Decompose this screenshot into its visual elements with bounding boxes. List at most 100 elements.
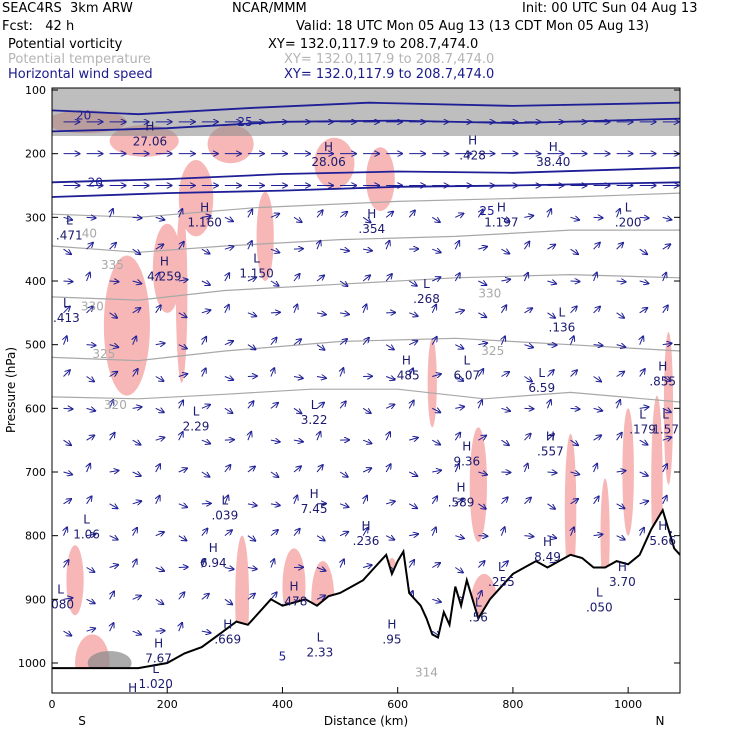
wind-vector xyxy=(478,343,487,345)
wind-vector xyxy=(109,243,116,250)
wind-vector xyxy=(340,559,344,568)
wind-vector xyxy=(225,273,229,282)
extremum-value: .039 xyxy=(211,508,238,522)
wind-vector xyxy=(63,472,73,475)
y-tick-label: 900 xyxy=(25,593,46,606)
wind-vector xyxy=(155,244,164,250)
extremum-type: H xyxy=(209,541,218,555)
wind-vector xyxy=(224,530,232,537)
pv-blob xyxy=(103,255,150,396)
wind-vector xyxy=(594,273,597,282)
wind-vector xyxy=(316,313,326,315)
wind-vector xyxy=(155,305,161,314)
wind-vector xyxy=(316,403,324,409)
extremum-value: 1.160 xyxy=(187,216,221,230)
wind-vector xyxy=(409,368,413,377)
extremum-value: .557 xyxy=(537,445,564,459)
wind-vector xyxy=(454,433,460,441)
wind-vector xyxy=(294,495,297,505)
wind-vector xyxy=(432,277,440,281)
wind-vector xyxy=(616,433,622,441)
wind-vector xyxy=(270,403,278,409)
wind-vector xyxy=(362,275,370,282)
wind-vector xyxy=(385,212,393,218)
wind-vector xyxy=(316,275,324,282)
wind-vector xyxy=(616,536,625,540)
extremum-type: H xyxy=(658,519,667,533)
extremum-type: H xyxy=(497,201,506,215)
wind-vector xyxy=(132,501,142,504)
theta-contour-330 xyxy=(52,273,680,301)
extremum-type: H xyxy=(361,519,370,533)
wind-vector xyxy=(616,372,625,377)
wind-vector xyxy=(478,313,486,317)
wind-vector xyxy=(524,464,527,473)
wind-vector xyxy=(224,407,233,413)
wind-vector xyxy=(86,306,93,314)
extremum-type: L xyxy=(463,353,470,367)
wind-vector xyxy=(293,216,302,222)
wind-vector xyxy=(409,534,418,536)
wind-vector xyxy=(179,432,183,441)
wind-vector xyxy=(501,561,507,568)
wind-vector xyxy=(63,306,70,314)
wind-vector xyxy=(224,440,234,441)
wind-vector xyxy=(432,470,441,472)
wind-vector xyxy=(109,281,119,282)
wind-vector xyxy=(132,308,141,314)
wind-vector xyxy=(662,377,671,382)
extremum-type: H xyxy=(549,140,558,154)
y-axis-title: Pressure (hPa) xyxy=(4,347,18,433)
wind-vector xyxy=(179,209,183,218)
wind-vector xyxy=(408,341,417,345)
wind-vector xyxy=(593,496,599,505)
wind-vector xyxy=(247,344,256,350)
wind-vector xyxy=(547,536,556,538)
wind-vector xyxy=(86,599,95,603)
wind-vector xyxy=(362,468,371,472)
extremum-type: L xyxy=(63,296,70,310)
extremum-value: 9.36 xyxy=(453,454,480,468)
wind-vector xyxy=(201,529,208,536)
extremum-value: 2.33 xyxy=(307,645,334,659)
wind-vector xyxy=(547,345,556,346)
wind-vector xyxy=(455,536,464,539)
wind-vector xyxy=(593,307,600,314)
wind-vector xyxy=(386,464,390,473)
wind-vector xyxy=(409,401,413,409)
wind-vector xyxy=(570,370,577,377)
wind-vector xyxy=(500,305,506,314)
pv-blob xyxy=(366,147,395,211)
wind-vector xyxy=(478,400,482,409)
wind-vector xyxy=(109,433,115,441)
extremum-type: H xyxy=(289,579,298,593)
wind-vector xyxy=(316,377,326,379)
contour-label: 330 xyxy=(81,299,104,313)
wind-vector xyxy=(570,439,578,445)
wind-vector xyxy=(455,464,459,473)
wind-vector xyxy=(224,377,233,380)
wind-vector xyxy=(248,432,251,441)
wind-vector xyxy=(339,339,347,346)
wind-vector xyxy=(87,464,91,473)
wind-vector xyxy=(616,281,626,282)
header-model: SEAC4RS 3km ARW xyxy=(2,1,133,16)
wind-vector xyxy=(501,527,504,536)
wind-vector xyxy=(110,623,114,632)
wind-vector xyxy=(385,536,394,540)
wind-vector xyxy=(386,501,395,504)
wind-vector xyxy=(109,565,119,568)
contour-label: 40 xyxy=(82,226,97,240)
extremum-value: .179 xyxy=(629,422,656,436)
y-tick-label: 200 xyxy=(25,148,46,161)
wind-vector xyxy=(339,532,348,536)
wind-vector xyxy=(132,407,142,408)
wind-vector xyxy=(570,408,580,409)
header-center: NCAR/MMM xyxy=(232,1,307,16)
wind-vector xyxy=(109,372,118,377)
wind-vector xyxy=(662,244,671,250)
wind-vector xyxy=(201,281,210,285)
y-tick-label: 300 xyxy=(25,211,46,224)
wind-vector xyxy=(63,370,70,377)
wind-vector xyxy=(179,623,182,632)
